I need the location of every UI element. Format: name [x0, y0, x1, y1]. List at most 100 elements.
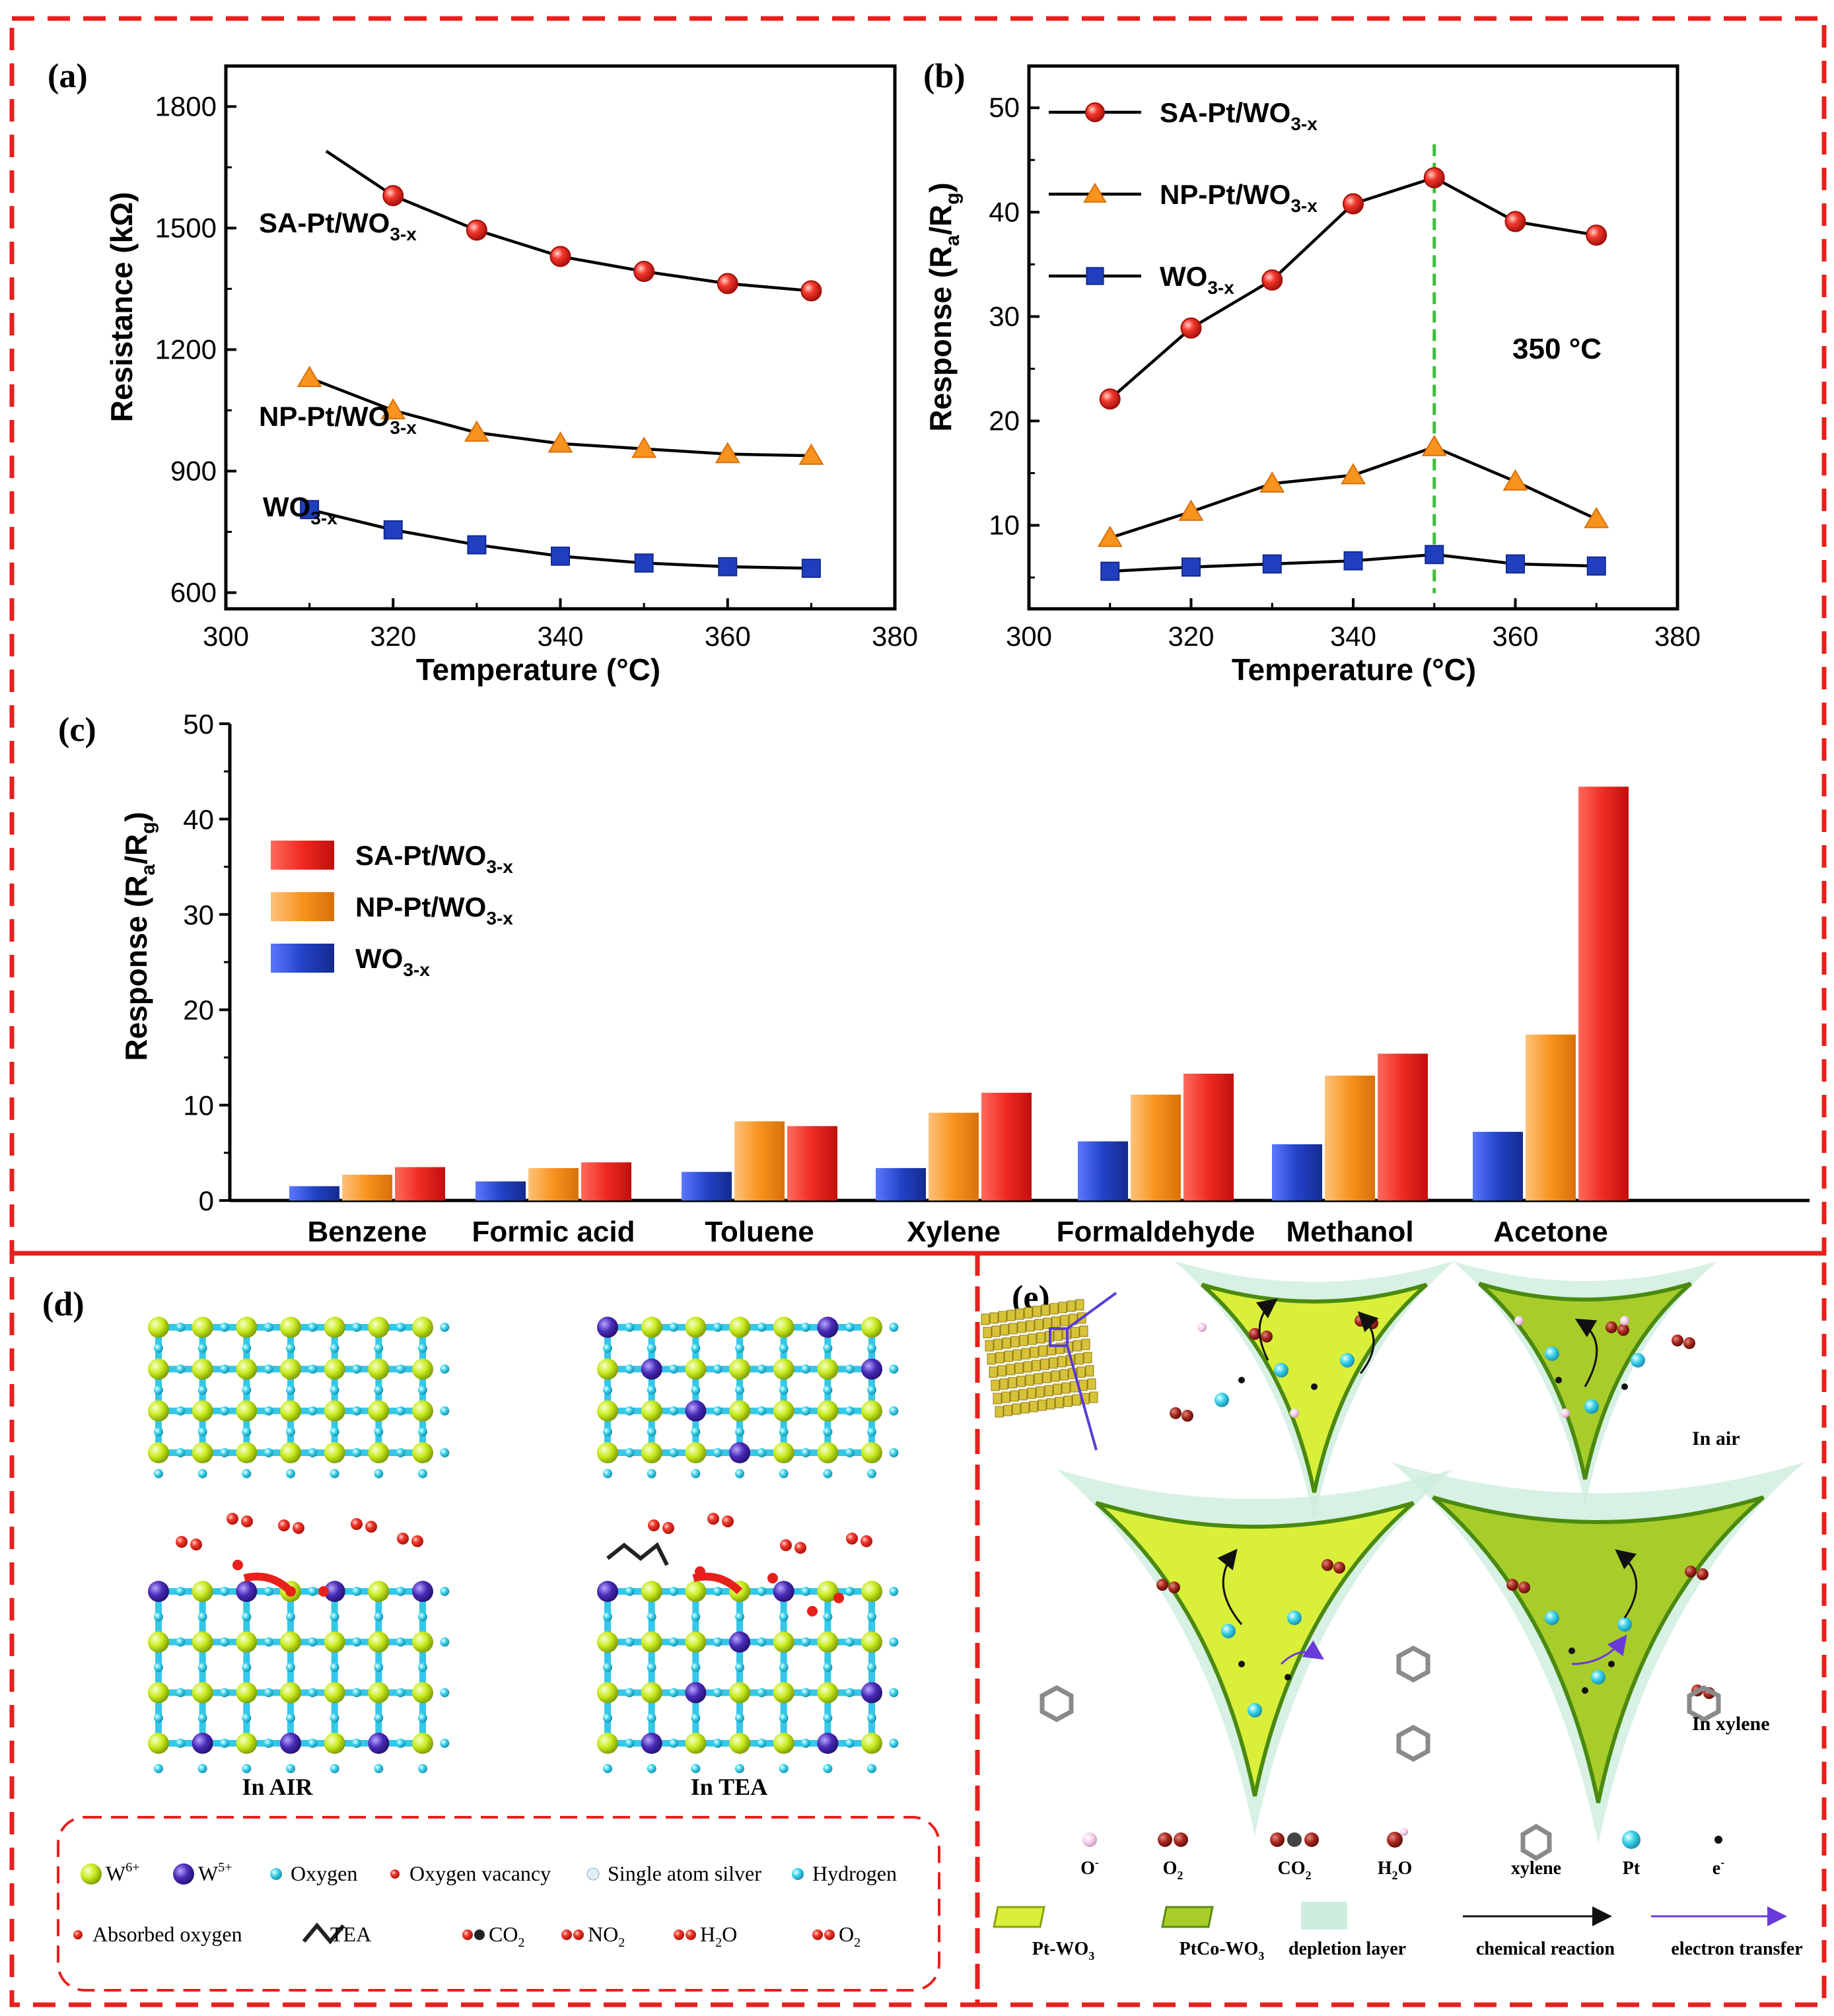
w6-atom: [148, 1358, 169, 1380]
oxygen-atom: [220, 1587, 229, 1596]
bar-formaldehyde-1: [1131, 1094, 1181, 1200]
bar-formaldehyde-2: [1183, 1073, 1234, 1200]
oxygen-atom: [735, 1469, 744, 1478]
oxygen-atom: [242, 1764, 252, 1774]
legend-c-label-1: NP-Pt/WO3-x: [355, 891, 513, 928]
point-s1-0: [1097, 526, 1123, 547]
oxygen-atom: [845, 1637, 855, 1647]
legend-e-swatch-3: [1387, 1832, 1403, 1848]
category-label-2: Toluene: [705, 1216, 814, 1248]
oxygen-atom: [440, 1364, 450, 1374]
bar-acetone-0: [1473, 1132, 1523, 1200]
o-minus-3: [1290, 1408, 1299, 1418]
chart-b-ylabel-end: ): [923, 182, 958, 192]
legend-e-row1-text-0: O: [1080, 1858, 1095, 1879]
bar-toluene-1: [734, 1121, 785, 1200]
legend-e-row2-sub-1: 3: [1258, 1949, 1264, 1963]
oxygen-atom: [418, 1713, 427, 1723]
point-s2-6: [801, 559, 821, 578]
oxygen-atom: [845, 1448, 855, 1457]
oxygen-atom: [308, 1406, 318, 1416]
crystal-cell: [1036, 1332, 1045, 1344]
o2-atom-b: [662, 1522, 674, 1534]
w6-atom: [324, 1733, 345, 1754]
o-minus-4: [1561, 1408, 1570, 1418]
bar-benzene-2: [395, 1167, 445, 1200]
oxygen-atom: [352, 1688, 361, 1698]
legend-e-row1-label-2: CO2: [1278, 1858, 1312, 1882]
chart-c-bars: [289, 786, 1629, 1200]
crystal-cell: [1046, 1398, 1055, 1410]
oxygen-atom: [440, 1688, 450, 1698]
oxygen-atom: [396, 1364, 406, 1374]
oxygen-atom: [779, 1427, 789, 1437]
point-s1-3: [1340, 463, 1366, 485]
crystal-cell: [1053, 1383, 1062, 1395]
oxygen-atom: [735, 1427, 744, 1437]
oxygen-atom: [713, 1323, 723, 1332]
oxygen-atom: [691, 1713, 701, 1723]
chart-a-markers: [297, 185, 824, 578]
oxygen-atom: [713, 1364, 723, 1374]
oxygen-atom: [242, 1343, 252, 1353]
oxygen-atom: [757, 1688, 767, 1698]
oxygen-atom: [154, 1612, 163, 1622]
point-s2-2: [1262, 554, 1282, 574]
oxygen-atom: [308, 1323, 318, 1332]
oxygen-atom: [418, 1469, 427, 1478]
oxygen-atom: [625, 1688, 635, 1698]
legend-d-label-0: W6+: [106, 1860, 139, 1885]
o2-atom-a: [707, 1513, 719, 1525]
w6-atom: [368, 1442, 390, 1463]
oxygen-atom: [264, 1587, 273, 1596]
point-s0-4: [717, 273, 738, 295]
red-arrow-air: [243, 1572, 294, 1595]
oxygen-atom: [647, 1427, 656, 1437]
oxygen-atom: [603, 1663, 612, 1672]
oxygen-atom: [418, 1764, 427, 1774]
w6-atom: [861, 1631, 882, 1653]
oxygen-atom: [889, 1448, 899, 1457]
c-y-tick-label-20: 20: [183, 994, 214, 1025]
crystal-cell: [1067, 1300, 1076, 1312]
oxygen-atom: [440, 1637, 450, 1647]
o2-atom-b: [190, 1539, 202, 1550]
oxygen-atom: [286, 1385, 295, 1395]
legend-b-label-sub-0: 3-x: [1290, 114, 1318, 134]
crystal-cell: [1038, 1345, 1047, 1357]
crystal-cell: [1006, 1309, 1016, 1321]
electron-2: [1555, 1377, 1562, 1383]
oxygen-atom: [735, 1385, 744, 1395]
o2-atom-a: [176, 1536, 188, 1548]
legend-e-row2-label-3: chemical reaction: [1476, 1939, 1615, 1959]
w6-atom: [817, 1442, 839, 1463]
crystal-cell: [1004, 1350, 1013, 1362]
point-s0-1: [1180, 317, 1202, 339]
oxygen-atom: [823, 1663, 833, 1672]
w6-atom: [685, 1317, 707, 1338]
legend-d-text-2: Oxygen: [291, 1861, 357, 1885]
point-s2-1: [1182, 557, 1201, 577]
w5-atom: [641, 1733, 662, 1754]
c-y-tick-label-30: 30: [183, 899, 214, 930]
oxygen-atom: [889, 1739, 899, 1748]
point-s0-0: [1099, 388, 1121, 410]
oxygen-atom: [242, 1713, 252, 1723]
pt-atom-6: [1221, 1624, 1236, 1638]
legend-d-swatch-b-11: [824, 1929, 835, 1940]
oxygen-atom: [845, 1739, 855, 1748]
crystal-cell: [993, 1338, 1003, 1350]
crystal-cell: [985, 1340, 994, 1352]
legend-d-swatch-9: [561, 1929, 572, 1940]
oxygen-atom: [757, 1406, 767, 1416]
crystal-cell: [1000, 1324, 1009, 1336]
oxygen-atom: [396, 1448, 406, 1457]
chart-c-ylabel-end: ): [119, 812, 153, 821]
legend-e-row1-text-1: O: [1163, 1858, 1178, 1879]
w6-atom: [368, 1358, 390, 1380]
point-s2-6: [1586, 556, 1606, 576]
series-line-1: [1110, 445, 1598, 539]
oxygen-atom: [220, 1637, 229, 1647]
crystal-cell: [1075, 1353, 1084, 1365]
legend-b-marker-2: [1086, 267, 1104, 285]
